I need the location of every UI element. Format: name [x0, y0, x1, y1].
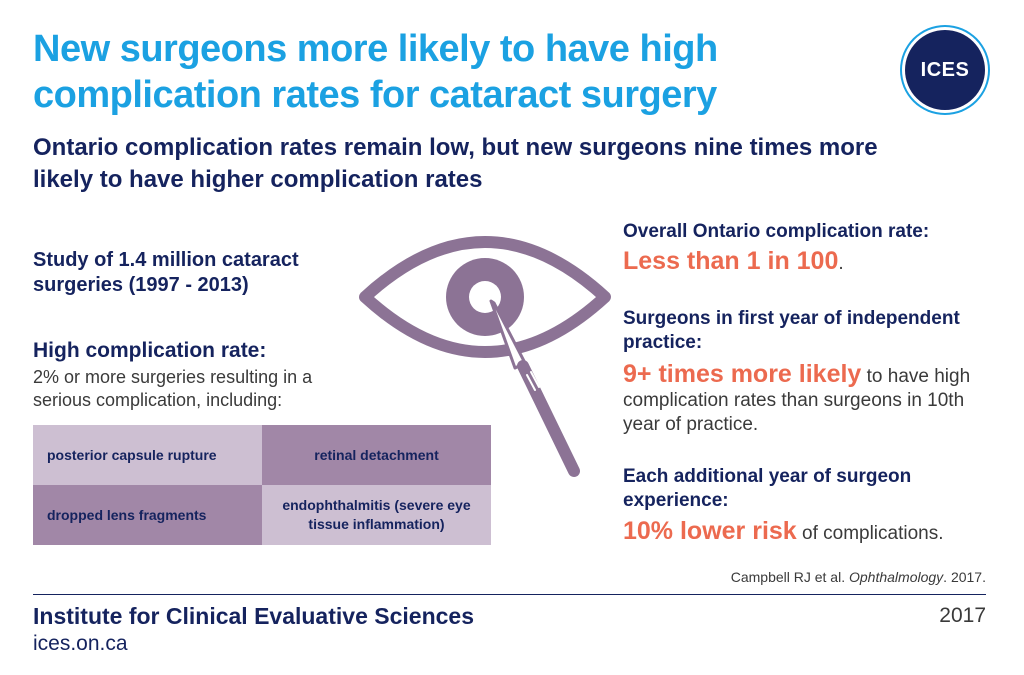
high-complication-description: 2% or more surgeries resulting in a seri… — [33, 367, 313, 410]
footer-divider — [33, 594, 986, 595]
citation-authors: Campbell RJ et al. — [730, 569, 849, 585]
high-complication-heading: High complication rate: — [33, 339, 267, 362]
website-url: ices.on.ca — [33, 632, 128, 655]
citation-year: . 2017. — [943, 569, 986, 585]
first-year-value: 9+ times more likely — [623, 360, 862, 388]
overall-rate-value: Less than 1 in 100 — [623, 247, 839, 275]
complication-cell: retinal detachment — [262, 425, 491, 485]
overall-rate-heading: Overall Ontario complication rate: — [623, 221, 930, 242]
experience-heading: Each additional year of surgeon experien… — [623, 466, 912, 511]
study-description: Study of 1.4 million cataract surgeries … — [33, 249, 299, 296]
experience-text: of complications. — [796, 523, 944, 544]
logo-text: ICES — [920, 58, 970, 81]
footer-year: 2017 — [939, 604, 986, 627]
experience-block: Each additional year of surgeon experien… — [623, 465, 1003, 546]
ices-logo: ICES — [905, 30, 985, 110]
citation: Campbell RJ et al. Ophthalmology. 2017. — [600, 568, 986, 586]
page-title: New surgeons more likely to have high co… — [33, 28, 718, 116]
complications-grid: posterior capsule rupture retinal detach… — [33, 425, 491, 545]
institute-name: Institute for Clinical Evaluative Scienc… — [33, 603, 474, 629]
first-year-text: to have high complication rates than sur… — [623, 366, 971, 435]
complication-cell: posterior capsule rupture — [33, 425, 262, 485]
experience-value: 10% lower risk — [623, 517, 797, 545]
first-year-block: Surgeons in first year of independent pr… — [623, 307, 1003, 437]
overall-rate-suffix: . — [838, 253, 844, 274]
first-year-heading: Surgeons in first year of independent pr… — [623, 308, 960, 353]
overall-rate-block: Overall Ontario complication rate: Less … — [623, 220, 1003, 276]
eye-with-scalpel-icon — [359, 236, 611, 477]
complication-cell: dropped lens fragments — [33, 485, 262, 545]
page-subtitle: Ontario complication rates remain low, b… — [33, 134, 878, 193]
complication-cell: endophthalmitis (severe eye tissue infla… — [262, 485, 491, 545]
citation-journal: Ophthalmology — [849, 569, 944, 585]
